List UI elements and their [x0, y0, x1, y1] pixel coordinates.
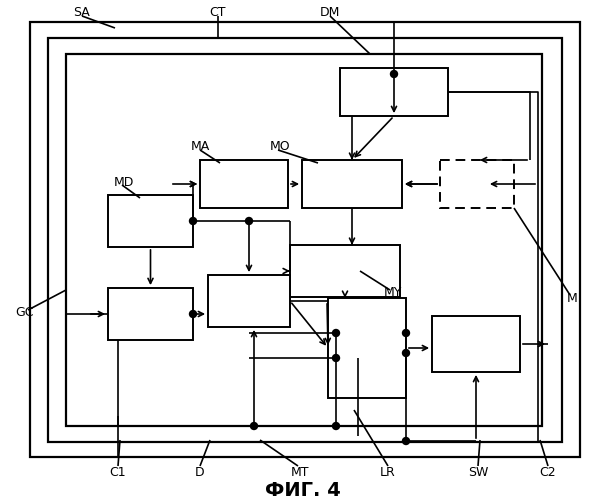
Text: MT: MT: [291, 466, 309, 478]
Text: D: D: [195, 466, 205, 478]
Text: MD: MD: [114, 176, 134, 190]
Text: MA: MA: [190, 140, 210, 153]
Text: MO: MO: [270, 140, 290, 153]
Circle shape: [402, 330, 410, 336]
Text: CT: CT: [210, 6, 226, 20]
Text: LR: LR: [380, 466, 396, 478]
Text: SA: SA: [73, 6, 90, 20]
Bar: [302, 160, 402, 208]
Bar: [208, 275, 290, 327]
Bar: [48, 38, 562, 442]
Circle shape: [245, 218, 253, 224]
Circle shape: [402, 438, 410, 444]
Bar: [30, 22, 580, 457]
Text: GC: GC: [15, 306, 33, 320]
Bar: [440, 160, 514, 208]
Bar: [340, 68, 448, 116]
Text: C1: C1: [110, 466, 126, 478]
Circle shape: [333, 330, 339, 336]
Bar: [200, 160, 288, 208]
Bar: [108, 195, 193, 247]
Text: SW: SW: [468, 466, 488, 478]
Text: DM: DM: [320, 6, 340, 20]
Circle shape: [190, 310, 196, 318]
Circle shape: [390, 70, 398, 78]
Bar: [432, 316, 520, 372]
Bar: [328, 298, 406, 398]
Circle shape: [333, 422, 339, 430]
Text: M: M: [567, 292, 578, 304]
Text: ФИГ. 4: ФИГ. 4: [265, 480, 341, 500]
Circle shape: [333, 354, 339, 362]
Text: MY: MY: [384, 286, 402, 300]
Text: C2: C2: [540, 466, 556, 478]
Circle shape: [190, 218, 196, 224]
Bar: [108, 288, 193, 340]
Bar: [66, 54, 542, 426]
Circle shape: [250, 422, 258, 430]
Bar: [290, 245, 400, 297]
Circle shape: [402, 350, 410, 356]
